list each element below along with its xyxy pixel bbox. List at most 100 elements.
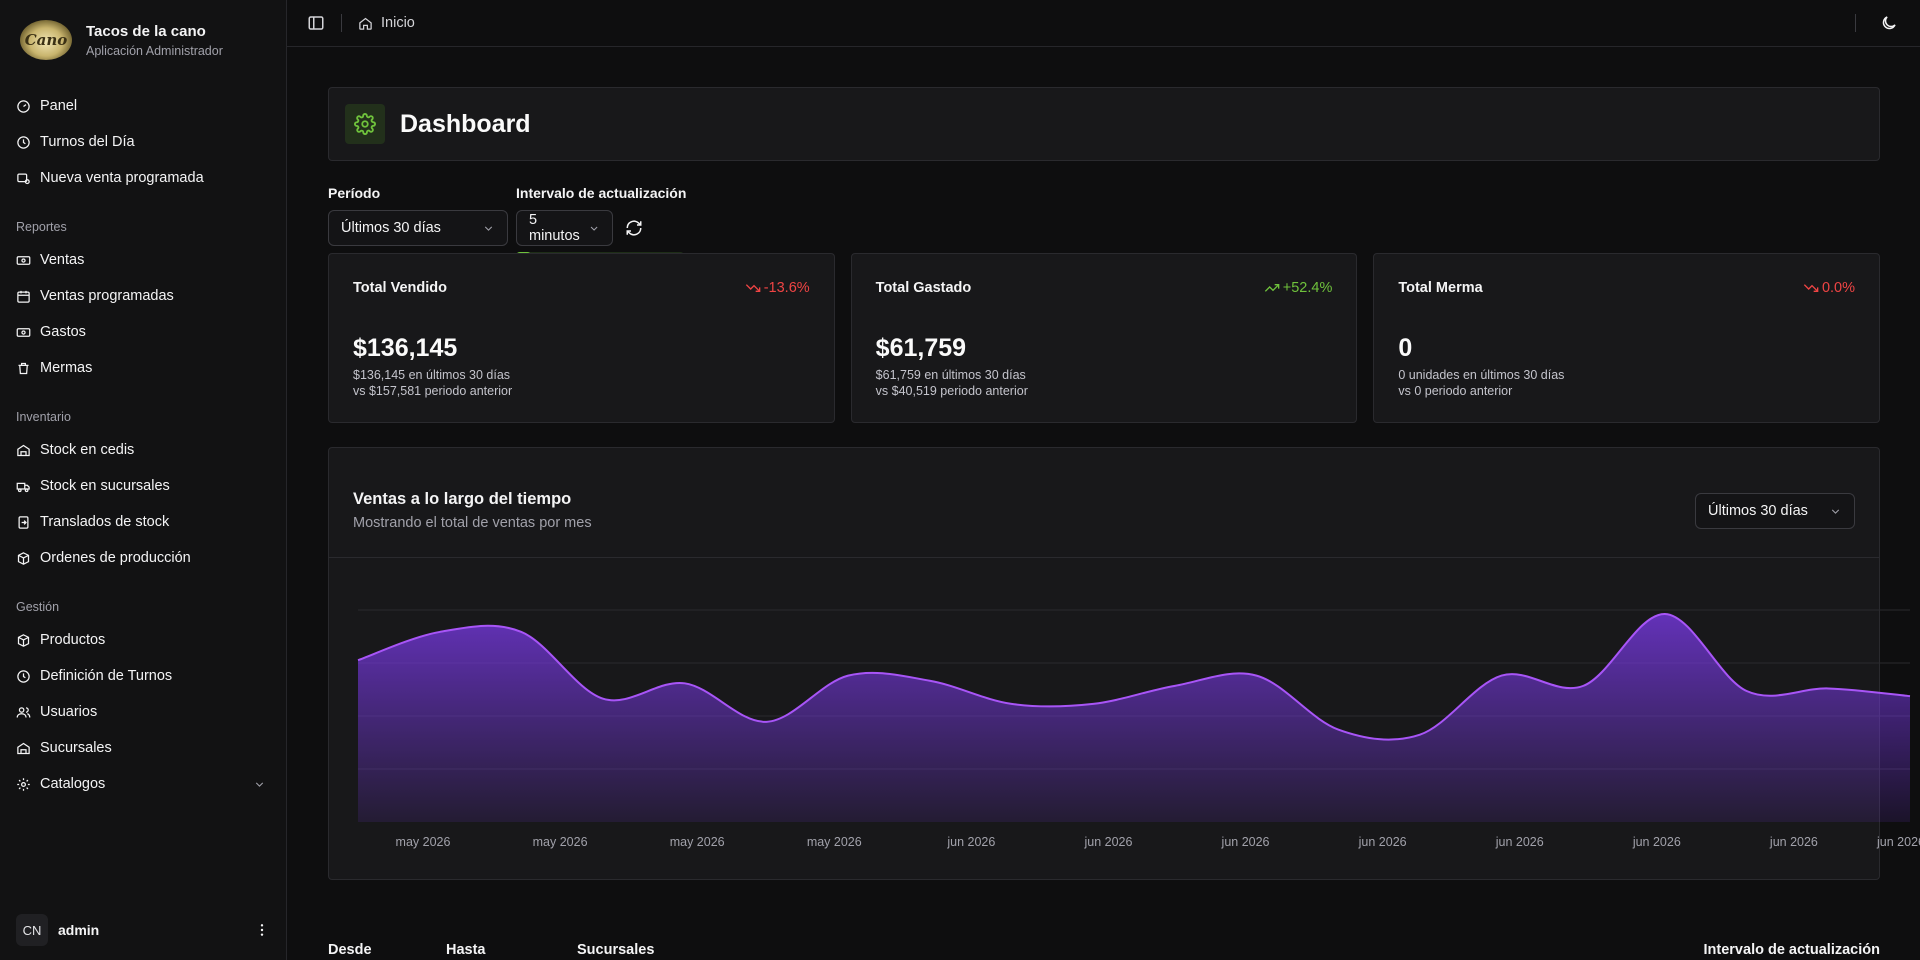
- stat-value: 0: [1398, 334, 1413, 362]
- sidebar-item-ventas-programadas[interactable]: Ventas programadas: [12, 278, 274, 314]
- stat-line-1: $136,145 en últimos 30 días: [353, 368, 511, 382]
- trending-up-icon: [1264, 284, 1280, 292]
- stat-title: Total Vendido: [353, 280, 447, 296]
- from-label: Desde: [328, 942, 372, 958]
- user-menu[interactable]: CN admin: [0, 900, 286, 960]
- more-vertical-icon[interactable]: [254, 922, 270, 938]
- trending-down-icon: [745, 284, 761, 292]
- brand-subtitle: Aplicación Administrador: [86, 43, 223, 58]
- clock-icon: [17, 669, 30, 683]
- stat-line-1: 0 unidades en últimos 30 días: [1398, 368, 1565, 382]
- sidebar-item-usuarios[interactable]: Usuarios: [12, 694, 274, 730]
- x-tick-label: jun 2026: [1083, 835, 1132, 849]
- stat-line-2: vs 0 periodo anterior: [1398, 384, 1513, 398]
- chart-subtitle: Mostrando el total de ventas por mes: [353, 515, 592, 531]
- interval-label-bottom: Intervalo de actualización: [1703, 942, 1880, 958]
- stat-title: Total Merma: [1398, 280, 1483, 296]
- sidebar-item-translados[interactable]: Translados de stock: [12, 504, 274, 540]
- chart-range-select[interactable]: Últimos 30 días: [1695, 493, 1855, 529]
- x-tick-label: jun 2026: [1769, 835, 1818, 849]
- chart-body: may 2026 may 2026 may 2026 may 2026 jun 2026…: [329, 558, 1920, 880]
- brand-name: Tacos de la cano: [86, 22, 206, 40]
- calendar-icon: [17, 290, 30, 303]
- sidebar-item-productos[interactable]: Productos: [12, 622, 274, 658]
- transfer-icon: [18, 515, 29, 529]
- chart-header: Ventas a lo largo del tiempo Mostrando e…: [329, 448, 1879, 558]
- period-filter: Período Últimos 30 días: [328, 185, 508, 261]
- divider: [1855, 14, 1856, 32]
- x-tick-label: jun 2026: [1876, 835, 1920, 849]
- chevron-down-icon: [484, 225, 493, 231]
- clock-icon: [17, 135, 30, 149]
- x-tick-label: may 2026: [670, 835, 725, 849]
- filters: Período Últimos 30 días Intervalo de act…: [328, 185, 1880, 261]
- theme-toggle-icon[interactable]: [1880, 14, 1898, 32]
- box-icon: [17, 551, 30, 565]
- sidebar-item-ordenes[interactable]: Ordenes de producción: [12, 540, 274, 576]
- gear-icon: [17, 777, 30, 791]
- interval-select[interactable]: 5 minutos: [516, 210, 613, 246]
- x-tick-label: jun 2026: [1221, 835, 1270, 849]
- stat-card-total-vendido: Total Vendido -13.6% $136,145 $136,145 e…: [328, 253, 835, 423]
- banknote-icon: [16, 327, 31, 337]
- chevron-down-icon[interactable]: [253, 778, 266, 791]
- chevron-down-icon: [590, 226, 598, 231]
- period-label: Período: [328, 185, 381, 201]
- x-tick-label: may 2026: [807, 835, 862, 849]
- sidebar-toggle-icon[interactable]: [307, 14, 325, 32]
- gear-icon: [354, 113, 376, 135]
- brand[interactable]: Cano Tacos de la cano Aplicación Adminis…: [0, 0, 286, 80]
- to-label: Hasta: [446, 942, 486, 958]
- sidebar-item-stock-cedis[interactable]: Stock en cedis: [12, 432, 274, 468]
- interval-label: Intervalo de actualización: [516, 185, 687, 201]
- banknote-icon: [16, 255, 31, 265]
- stat-title: Total Gastado: [875, 280, 972, 296]
- x-tick-label: jun 2026: [946, 835, 995, 849]
- users-icon: [16, 706, 31, 718]
- breadcrumb[interactable]: Inicio: [358, 15, 415, 31]
- sales-line: [357, 612, 1911, 741]
- page-title: Dashboard: [400, 109, 531, 138]
- stat-value: $61,759: [875, 334, 967, 362]
- bottom-filters: Desde Hasta Sucursales Intervalo de actu…: [328, 942, 1880, 958]
- stat-value: $136,145: [353, 334, 458, 362]
- sidebar-item-sucursales[interactable]: Sucursales: [12, 730, 274, 766]
- sidebar-item-stock-sucursales[interactable]: Stock en sucursales: [12, 468, 274, 504]
- sidebar-item-nueva-venta[interactable]: Nueva venta programada: [12, 160, 274, 196]
- sidebar-item-turnos[interactable]: Turnos del Día: [12, 124, 274, 160]
- stat-delta: +52.4%: [1264, 280, 1332, 296]
- branches-label: Sucursales: [577, 942, 655, 958]
- topbar: Inicio: [287, 0, 1920, 47]
- sidebar-nav: Panel Turnos del Día Nueva venta program…: [0, 80, 286, 960]
- stats-row: Total Vendido -13.6% $136,145 $136,145 e…: [328, 253, 1881, 423]
- user-name: admin: [58, 922, 100, 938]
- truck-icon: [16, 482, 30, 492]
- sidebar-item-ventas[interactable]: Ventas: [12, 242, 274, 278]
- x-tick-label: jun 2026: [1358, 835, 1407, 849]
- x-tick-label: may 2026: [396, 835, 451, 849]
- stat-card-total-gastado: Total Gastado +52.4% $61,759 $61,759 en …: [850, 253, 1358, 423]
- refresh-icon[interactable]: [625, 219, 643, 237]
- area-chart: may 2026 may 2026 may 2026 may 2026 jun 2026…: [357, 609, 1920, 849]
- sidebar-item-gastos[interactable]: Gastos: [12, 314, 274, 350]
- main: Inicio Dashboard Período Últimos 30 días: [287, 0, 1920, 960]
- avatar: CN: [16, 914, 48, 946]
- calendar-cart-icon: [17, 173, 30, 184]
- section-reportes: Reportes: [16, 220, 67, 234]
- sidebar-item-catalogos[interactable]: Catalogos: [12, 766, 274, 802]
- chevron-down-icon: [1831, 508, 1840, 514]
- warehouse-icon: [17, 444, 30, 456]
- sidebar-item-mermas[interactable]: Mermas: [12, 350, 274, 386]
- x-tick-label: jun 2026: [1495, 835, 1544, 849]
- sidebar: Cano Tacos de la cano Aplicación Adminis…: [0, 0, 287, 960]
- x-tick-label: jun 2026: [1632, 835, 1681, 849]
- stat-line-2: vs $40,519 periodo anterior: [875, 384, 1028, 398]
- page-icon: [345, 104, 385, 144]
- sidebar-item-definicion-turnos[interactable]: Definición de Turnos: [12, 658, 274, 694]
- sidebar-item-panel[interactable]: Panel: [12, 88, 274, 124]
- period-select[interactable]: Últimos 30 días: [328, 210, 508, 246]
- warehouse-icon: [17, 742, 30, 754]
- trash-icon: [18, 362, 29, 374]
- sales-chart-card: Ventas a lo largo del tiempo Mostrando e…: [328, 447, 1920, 880]
- gauge-icon: [17, 99, 30, 113]
